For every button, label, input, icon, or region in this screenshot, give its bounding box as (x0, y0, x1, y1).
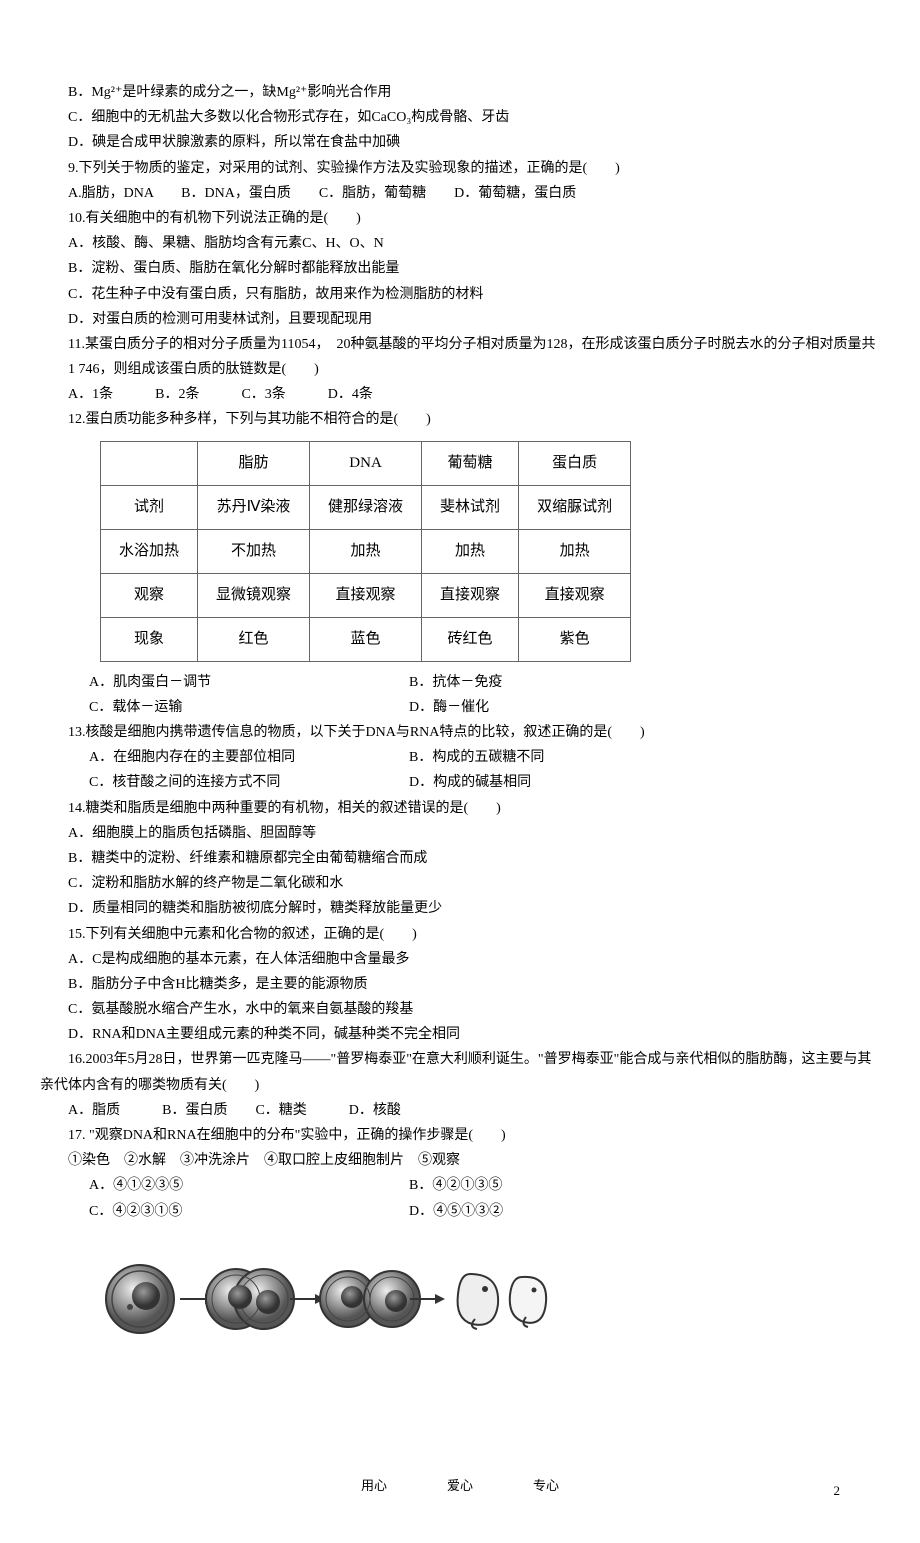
table-cell: 紫色 (519, 617, 631, 661)
table-cell: 苏丹Ⅳ染液 (198, 485, 310, 529)
question-11: 11.某蛋白质分子的相对分子质量为11054， 20种氨基酸的平均分子相对质量为… (40, 332, 880, 382)
option-text: B．Mg²⁺是叶绿素的成分之一，缺Mg²⁺影响光合作用 (40, 80, 880, 105)
option-text: A．肌肉蛋白－调节 (89, 670, 409, 695)
option-text: A．核酸、酶、果糖、脂肪均含有元素C、H、O、N (40, 231, 880, 256)
table-cell: 斐林试剂 (422, 485, 519, 529)
option-text: D．质量相同的糖类和脂肪被彻底分解时，糖类释放能量更少 (40, 896, 880, 921)
table-cell: 水浴加热 (101, 529, 198, 573)
table-cell: 健那绿溶液 (310, 485, 422, 529)
question-9-options: A.脂肪，DNA B．DNA，蛋白质 C．脂肪，葡萄糖 D．葡萄糖，蛋白质 (40, 181, 880, 206)
footer-text: 专心 (533, 1474, 559, 1497)
table-header: DNA (310, 441, 422, 485)
table-header: 脂肪 (198, 441, 310, 485)
table-header: 蛋白质 (519, 441, 631, 485)
option-text: C．细胞中的无机盐大多数以化合物形式存在，如CaCO₃构成骨骼、牙齿 (40, 105, 880, 130)
question-10: 10.有关细胞中的有机物下列说法正确的是( ) (40, 206, 880, 231)
question-9: 9.下列关于物质的鉴定，对采用的试剂、实验操作方法及实验现象的描述，正确的是( … (40, 156, 880, 181)
table-cell: 观察 (101, 573, 198, 617)
option-text: C．④②③①⑤ (89, 1199, 409, 1224)
experiment-table: 脂肪 DNA 葡萄糖 蛋白质 试剂 苏丹Ⅳ染液 健那绿溶液 斐林试剂 双缩脲试剂… (100, 441, 631, 662)
option-text: C．淀粉和脂肪水解的终产物是二氧化碳和水 (40, 871, 880, 896)
option-text: C．核苷酸之间的连接方式不同 (89, 770, 409, 795)
cell-division-diagram (100, 1244, 880, 1354)
table-header (101, 441, 198, 485)
table-cell: 蓝色 (310, 617, 422, 661)
option-text: D．酶－催化 (409, 695, 489, 720)
footer-text: 用心 (361, 1474, 387, 1497)
option-text: B．构成的五碳糖不同 (409, 745, 544, 770)
option-text: C．氨基酸脱水缩合产生水，水中的氧来自氨基酸的羧基 (40, 997, 880, 1022)
table-header: 葡萄糖 (422, 441, 519, 485)
option-text: D．对蛋白质的检测可用斐林试剂，且要现配现用 (40, 307, 880, 332)
table-cell: 加热 (310, 529, 422, 573)
option-text: B．④②①③⑤ (409, 1173, 502, 1198)
option-text: D．碘是合成甲状腺激素的原料，所以常在食盐中加碘 (40, 130, 880, 155)
question-14: 14.糖类和脂质是细胞中两种重要的有机物，相关的叙述错误的是( ) (40, 796, 880, 821)
option-text: D．④⑤①③② (409, 1199, 503, 1224)
question-11-options: A．1条 B．2条 C．3条 D．4条 (40, 382, 880, 407)
option-text: A．C是构成细胞的基本元素，在人体活细胞中含量最多 (40, 947, 880, 972)
question-16: 16.2003年5月28日，世界第一匹克隆马——"普罗梅泰亚"在意大利顺利诞生。… (40, 1047, 880, 1097)
table-cell: 不加热 (198, 529, 310, 573)
table-cell: 直接观察 (422, 573, 519, 617)
table-cell: 直接观察 (519, 573, 631, 617)
question-13: 13.核酸是细胞内携带遗传信息的物质，以下关于DNA与RNA特点的比较，叙述正确… (40, 720, 880, 745)
option-text: B．淀粉、蛋白质、脂肪在氧化分解时都能释放出能量 (40, 256, 880, 281)
option-text: A．在细胞内存在的主要部位相同 (89, 745, 409, 770)
option-text: C．花生种子中没有蛋白质，只有脂肪，故用来作为检测脂肪的材料 (40, 282, 880, 307)
option-text: C．载体－运输 (89, 695, 409, 720)
table-cell: 显微镜观察 (198, 573, 310, 617)
table-cell: 双缩脲试剂 (519, 485, 631, 529)
option-text: D．构成的碱基相同 (409, 770, 531, 795)
option-text: D．RNA和DNA主要组成元素的种类不同，碱基种类不完全相同 (40, 1022, 880, 1047)
table-cell: 砖红色 (422, 617, 519, 661)
table-cell: 红色 (198, 617, 310, 661)
question-17: 17. "观察DNA和RNA在细胞中的分布"实验中，正确的操作步骤是( ) (40, 1123, 880, 1148)
step-sequence: ①染色 ②水解 ③冲洗涂片 ④取口腔上皮细胞制片 ⑤观察 (40, 1148, 880, 1173)
question-15: 15.下列有关细胞中元素和化合物的叙述，正确的是( ) (40, 922, 880, 947)
footer-text: 爱心 (447, 1474, 473, 1497)
table-cell: 加热 (519, 529, 631, 573)
table-cell: 直接观察 (310, 573, 422, 617)
table-cell: 现象 (101, 617, 198, 661)
option-text: B．糖类中的淀粉、纤维素和糖原都完全由葡萄糖缩合而成 (40, 846, 880, 871)
option-text: B．抗体－免疫 (409, 670, 502, 695)
table-cell: 试剂 (101, 485, 198, 529)
question-16-options: A．脂质 B．蛋白质 C．糖类 D．核酸 (40, 1098, 880, 1123)
option-text: A．④①②③⑤ (89, 1173, 409, 1198)
option-text: A．细胞膜上的脂质包括磷脂、胆固醇等 (40, 821, 880, 846)
option-text: B．脂肪分子中含H比糖类多，是主要的能源物质 (40, 972, 880, 997)
table-cell: 加热 (422, 529, 519, 573)
question-12: 12.蛋白质功能多种多样，下列与其功能不相符合的是( ) (40, 407, 880, 432)
